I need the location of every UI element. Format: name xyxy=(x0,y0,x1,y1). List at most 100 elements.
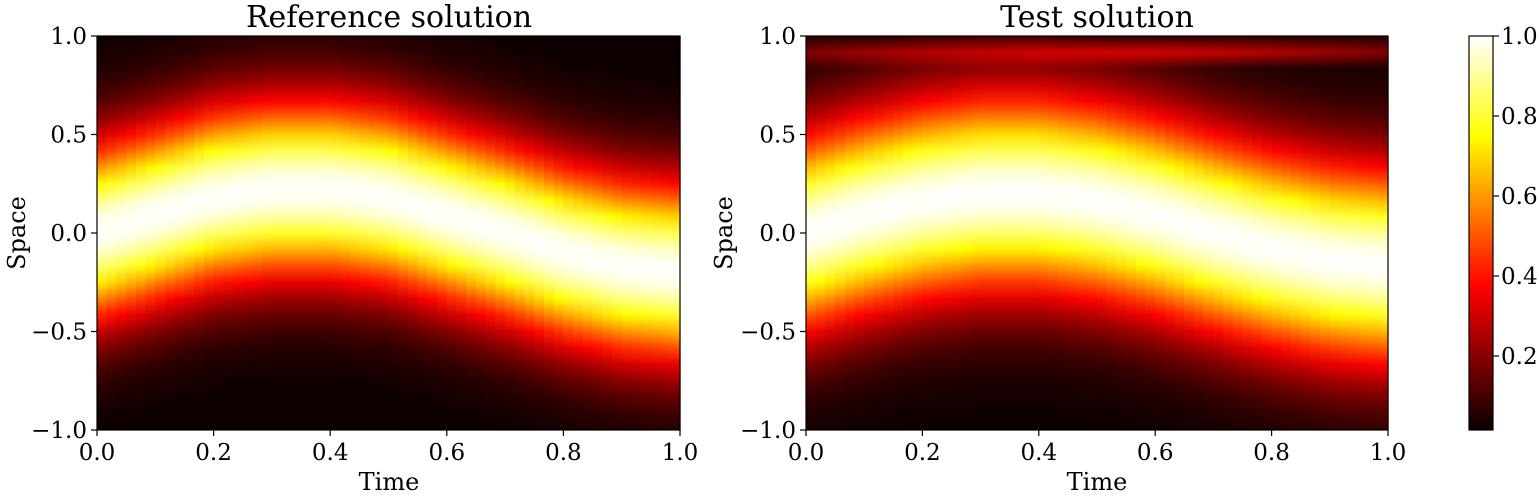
heatmap-column xyxy=(475,36,487,430)
x-tick-label: 0.0 xyxy=(788,440,825,466)
colorbar-ticks: 0.2 0.4 0.6 0.8 1.0 xyxy=(1493,24,1538,370)
heatmap-column xyxy=(573,36,584,430)
heatmap-column xyxy=(932,36,943,430)
heatmap-column xyxy=(1339,36,1350,430)
heatmap-column xyxy=(485,36,496,430)
reference-solution-panel: Reference solution 0.0 0.2 0.4 0.6 0.8 1.0 −1… xyxy=(3,0,698,496)
heatmap-column xyxy=(912,36,923,430)
heatmap-column xyxy=(184,36,195,430)
heatmap-column xyxy=(1232,36,1244,430)
heatmap-column xyxy=(126,36,137,430)
colorbar: 0.2 0.4 0.6 0.8 1.0 xyxy=(1468,24,1538,431)
heatmap-column xyxy=(825,36,836,430)
heatmap-column xyxy=(806,36,817,430)
heatmap-column xyxy=(194,36,205,430)
heatmap-column xyxy=(233,36,244,430)
heatmap-column xyxy=(1106,36,1117,430)
heatmap-column xyxy=(242,36,254,430)
colorbar-frame xyxy=(1468,35,1494,431)
x-tick-label: 0.4 xyxy=(1021,440,1058,466)
heatmap-column xyxy=(310,36,322,430)
heatmap-column xyxy=(1038,36,1050,430)
heatmap-column xyxy=(893,36,904,430)
heatmap-column xyxy=(941,36,953,430)
heatmap-column xyxy=(990,36,1001,430)
heatmap-column xyxy=(1300,36,1311,430)
heatmap-column xyxy=(155,36,166,430)
heatmap-column xyxy=(602,36,613,430)
heatmap-column xyxy=(437,36,448,430)
heatmap-column xyxy=(213,36,224,430)
heatmap-column xyxy=(1242,36,1253,430)
heatmap-column xyxy=(1320,36,1331,430)
heatmap-column xyxy=(563,36,574,430)
heatmap-column xyxy=(330,36,341,430)
heatmap-column xyxy=(543,36,555,430)
heatmap-column xyxy=(1048,36,1059,430)
heatmap-column xyxy=(835,36,846,430)
heatmap-column xyxy=(388,36,399,430)
heatmap-column xyxy=(145,36,156,430)
x-tick-label: 1.0 xyxy=(1370,440,1407,466)
heatmap-column xyxy=(417,36,428,430)
y-tick-label: 0.5 xyxy=(759,123,796,149)
y-tick-label: −0.5 xyxy=(740,320,796,346)
y-tick-label: 0.0 xyxy=(50,221,87,247)
x-axis-label: Time xyxy=(1067,468,1128,496)
heatmap-column xyxy=(271,36,283,430)
heatmap-column xyxy=(1310,36,1321,430)
heatmap-column xyxy=(980,36,991,430)
x-tick-label: 0.8 xyxy=(1253,440,1290,466)
heatmap-column xyxy=(281,36,292,430)
heatmap-column xyxy=(1194,36,1205,430)
heatmap-column xyxy=(641,36,652,430)
heatmap-column xyxy=(1009,36,1020,430)
heatmap-column xyxy=(1019,36,1030,430)
heatmap-column xyxy=(1368,36,1379,430)
heatmap-column xyxy=(1378,36,1389,430)
heatmap-column xyxy=(427,36,438,430)
heatmap-column xyxy=(398,36,409,430)
heatmap-column xyxy=(1126,36,1137,430)
colorbar-tick-label: 1.0 xyxy=(1501,24,1538,50)
heatmap-image xyxy=(806,36,1389,430)
heatmap-column xyxy=(320,36,331,430)
heatmap-column xyxy=(611,36,623,430)
heatmap-column xyxy=(369,36,380,430)
heatmap-column xyxy=(660,36,671,430)
heatmap-column xyxy=(524,36,535,430)
heatmap-column xyxy=(1174,36,1185,430)
x-tick-label: 0.0 xyxy=(79,440,116,466)
heatmap-column xyxy=(116,36,127,430)
heatmap-column xyxy=(970,36,982,430)
heatmap-column xyxy=(1029,36,1040,430)
heatmap-column xyxy=(1116,36,1127,430)
heatmap-column xyxy=(854,36,865,430)
heatmap-column xyxy=(1097,36,1108,430)
heatmap-column xyxy=(873,36,885,430)
colorbar-tick-label: 0.2 xyxy=(1501,344,1538,370)
heatmap-column xyxy=(1261,36,1273,430)
y-tick-label: −1.0 xyxy=(31,418,87,444)
heatmap-column xyxy=(505,36,516,430)
x-axis-ticks: 0.0 0.2 0.4 0.6 0.8 1.0 xyxy=(788,430,1407,466)
heatmap-column xyxy=(864,36,875,430)
test-solution-panel: Test solution 0.0 0.2 0.4 0.6 0.8 1.0 −1.0 −0.… xyxy=(710,0,1406,496)
heatmap-column xyxy=(1252,36,1263,430)
colorbar-tick-label: 0.6 xyxy=(1501,184,1538,210)
colorbar-tick-label: 0.8 xyxy=(1501,104,1538,130)
heatmap-column xyxy=(621,36,633,430)
heatmap-column xyxy=(1213,36,1224,430)
heatmap-column xyxy=(135,36,147,430)
y-tick-label: 0.0 xyxy=(759,221,796,247)
heatmap-column xyxy=(291,36,302,430)
heatmap-column xyxy=(1135,36,1147,430)
heatmap-column xyxy=(514,36,526,430)
heatmap-column xyxy=(106,36,118,430)
y-tick-label: 1.0 xyxy=(759,24,796,50)
heatmap-column xyxy=(1087,36,1098,430)
heatmap-column xyxy=(203,36,215,430)
heatmap-column xyxy=(883,36,894,430)
heatmap-column xyxy=(1223,36,1234,430)
heatmap-column xyxy=(456,36,467,430)
